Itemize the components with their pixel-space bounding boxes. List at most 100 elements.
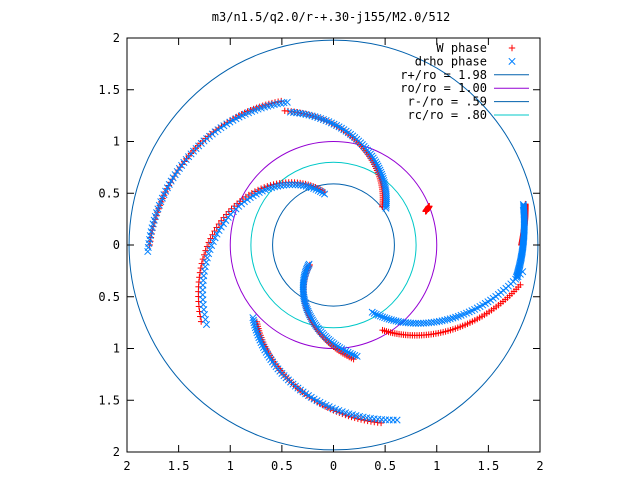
- point-s1-a0-54-b: [305, 111, 313, 119]
- point-s1-a0-17-b: [378, 170, 386, 178]
- point-s1-a4-46-b: [342, 409, 350, 417]
- point-s1-a1-12: [291, 181, 299, 189]
- point-s1-a2-46: [158, 194, 166, 202]
- point-s1-a2-40: [169, 174, 177, 182]
- point-s1-a3-31: [306, 311, 314, 319]
- point-s1-a3-31-b: [306, 311, 314, 319]
- point-s1-a0-16-b: [378, 172, 386, 180]
- point-s1-a4-8: [255, 334, 263, 342]
- point-s1-a1-10-b: [297, 181, 305, 189]
- point-s1-a3-57-b: [346, 349, 354, 357]
- point-s1-a0-58: [293, 109, 301, 117]
- point-s1-a1-16: [280, 181, 288, 189]
- point-s1-a5-9: [387, 316, 395, 324]
- point-s1-a2-48-b: [155, 201, 163, 209]
- point-s1-a4-7: [254, 331, 262, 339]
- point-s1-a3-24-b: [301, 298, 309, 307]
- point-s1-a0-57-b: [296, 109, 304, 117]
- point-s1-a4-53-b: [366, 414, 375, 422]
- point-s0-a2-50: [196, 269, 204, 276]
- point-s1-a0-21-b: [374, 162, 382, 170]
- x-tick-label-1: 1.5: [168, 459, 190, 473]
- point-s1-a5-4-b: [376, 312, 384, 320]
- point-s1-a2-43: [163, 184, 171, 192]
- point-s1-a4-36-b: [310, 395, 318, 403]
- point-s1-a0-23-b: [372, 158, 380, 166]
- point-s1-a0-41-b: [340, 126, 348, 134]
- point-s1-a3-52: [336, 344, 344, 352]
- point-s1-a0-13-b: [380, 179, 388, 187]
- point-s1-a6-58-b: [520, 203, 528, 211]
- point-s1-a4-6-b: [253, 329, 261, 337]
- point-s1-a3-13-b: [299, 279, 307, 288]
- point-s1-a0-17: [378, 170, 386, 178]
- point-s1-a3-60-b: [353, 352, 361, 360]
- point-s1-a0-11: [381, 183, 389, 191]
- point-s1-a5-28: [435, 317, 443, 325]
- point-s1-a4-38-b: [316, 398, 324, 406]
- point-s1-a1-14-b: [286, 181, 294, 189]
- y-tick-label-2: 1: [113, 135, 120, 149]
- point-s1-a1-41-b: [211, 234, 219, 242]
- point-s1-a5-1: [370, 309, 378, 317]
- point-s1-a1-42-b: [209, 238, 217, 246]
- point-s1-a1-4-b: [312, 185, 320, 193]
- point-s1-a5-32: [446, 315, 454, 323]
- point-s1-a3-33: [307, 314, 315, 322]
- point-s1-a3-56-b: [344, 348, 352, 356]
- point-s1-a1-47: [202, 258, 210, 266]
- point-s1-a5-28-b: [435, 317, 443, 325]
- axis-ticks: 2 1.5 1 0.5 0 0.5 1 1.5 221.510.500.511.52: [98, 31, 543, 473]
- point-s1-a3-28: [303, 306, 311, 314]
- point-s1-a1-60: [202, 320, 211, 329]
- point-s1-a0-19: [376, 166, 384, 174]
- point-s1-a1-40: [213, 230, 221, 238]
- point-s0-a6-60: [517, 281, 524, 289]
- point-s1-a1-5: [310, 184, 318, 192]
- point-s1-a5-2: [372, 310, 380, 318]
- point-s1-a3-26-b: [302, 302, 310, 310]
- point-s1-a1-10: [297, 181, 305, 189]
- point-s1-a6-59-b: [519, 202, 528, 210]
- point-s1-a3-29: [304, 307, 312, 315]
- point-s1-a5-18: [409, 319, 417, 327]
- point-s1-a0-10-b: [382, 185, 390, 193]
- point-s1-a3-23-b: [301, 297, 309, 305]
- point-s1-a3-55: [342, 347, 350, 355]
- point-s1-a0-42-b: [337, 124, 345, 132]
- point-s1-a4-12-b: [259, 343, 268, 352]
- point-s1-a0-50-b: [317, 114, 325, 123]
- point-s1-a3-53: [338, 345, 346, 353]
- point-s1-a6-57-b: [520, 204, 528, 212]
- point-s1-a4-47-b: [345, 410, 353, 418]
- point-s1-a4-11-b: [258, 341, 266, 349]
- point-s1-a4-60: [393, 416, 401, 424]
- point-s1-a1-48: [201, 263, 209, 271]
- point-s1-a0-23: [372, 158, 380, 166]
- point-s1-a2-47-b: [157, 198, 165, 206]
- point-s1-a3-27-b: [303, 304, 311, 312]
- point-s1-a3-56: [344, 348, 352, 356]
- point-s1-a1-42: [209, 238, 217, 246]
- point-s1-a1-39-b: [215, 226, 223, 235]
- point-s1-a0-13: [380, 179, 388, 187]
- point-s1-a6-58: [520, 203, 528, 211]
- point-s1-a0-59-b: [290, 108, 298, 116]
- point-s1-a2-42-b: [165, 180, 173, 188]
- point-s1-a0-22-b: [373, 160, 381, 168]
- point-s1-a3-30-b: [305, 309, 313, 317]
- point-s1-a0-24-b: [370, 156, 379, 164]
- point-s1-a4-34-b: [304, 392, 313, 400]
- point-s1-a2-22: [214, 126, 222, 134]
- point-s1-a2-37-b: [175, 164, 183, 172]
- point-s1-a5-7: [383, 314, 391, 323]
- point-s1-a1-2-b: [316, 187, 325, 196]
- point-s1-a1-43: [208, 242, 216, 250]
- point-s1-a1-44: [206, 246, 214, 254]
- point-s1-a4-4-b: [251, 324, 259, 332]
- point-s1-a1-37: [219, 220, 227, 228]
- point-s1-a0-43-b: [335, 123, 343, 131]
- point-s1-a5-25-b: [427, 319, 435, 327]
- point-s1-a4-39-b: [319, 400, 327, 408]
